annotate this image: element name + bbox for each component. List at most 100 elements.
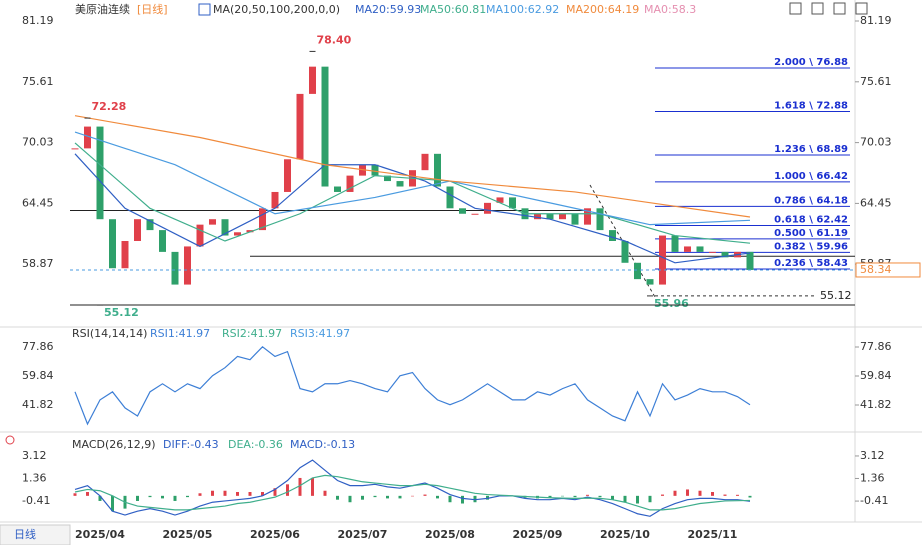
fib-label: 1.236 \ 68.89 [774, 144, 848, 155]
candle [209, 219, 216, 225]
candle [546, 213, 554, 220]
macd-bar [161, 495, 164, 499]
macd-bar [173, 495, 177, 501]
annotation: 55.12 [104, 306, 139, 319]
macd-bar [211, 490, 214, 496]
legend-entry: DEA:-0.36 [228, 438, 283, 451]
fib-label: 0.500 \ 61.19 [774, 228, 848, 239]
macd-bar [436, 495, 439, 499]
macd-bar [223, 490, 227, 496]
candle [371, 164, 379, 176]
candle [309, 66, 316, 94]
macd-bar [623, 495, 627, 503]
candle [459, 208, 466, 214]
macd-bar [386, 495, 389, 499]
candle [134, 219, 141, 241]
y-tick-label: 77.86 [22, 340, 54, 353]
macd-bar [361, 495, 364, 500]
candle [659, 235, 666, 285]
ma-line [74, 153, 751, 264]
x-tick-label: 2025/05 [163, 528, 213, 541]
annotation: 72.28 [92, 100, 127, 113]
y-tick-label: 77.86 [860, 340, 892, 353]
macd-bar [411, 495, 414, 497]
macd-bar [561, 495, 564, 497]
macd-bar [148, 495, 152, 498]
candle [584, 208, 591, 225]
indicator-icon[interactable] [5, 435, 15, 445]
candle [196, 224, 204, 247]
macd-bar [311, 477, 314, 496]
x-tick-label: 2025/09 [513, 528, 563, 541]
legend-entry: MACD:-0.13 [290, 438, 355, 451]
candle [321, 66, 329, 187]
low-label: 55.12 [820, 289, 852, 302]
y-tick-label: 58.87 [22, 257, 54, 270]
y-tick-label: 3.12 [22, 449, 47, 462]
fib-label: 2.000 \ 76.88 [774, 57, 848, 68]
annotation: 78.40 [317, 33, 352, 46]
macd-bar [298, 477, 302, 496]
candle [171, 251, 179, 285]
fib-label: 0.382 \ 59.96 [774, 241, 848, 252]
macd-line [74, 474, 751, 511]
macd-bar [73, 493, 77, 496]
candle [496, 197, 504, 203]
macd-bar [648, 495, 652, 503]
macd-bar [673, 490, 677, 496]
legend-entry: RSI2:41.97 [222, 327, 282, 340]
macd-title: MACD(26,12,9) [72, 438, 156, 451]
y-tick-label: 70.03 [22, 136, 54, 149]
macd-bar [698, 490, 702, 496]
macd-bar [348, 495, 352, 503]
macd-bar [98, 495, 102, 501]
fib-label: 0.618 \ 62.42 [774, 215, 848, 226]
settings-icon[interactable] [198, 3, 211, 16]
legend-entry: RSI3:41.97 [290, 327, 350, 340]
y-tick-label: 59.84 [22, 369, 54, 382]
macd-bar [473, 495, 477, 503]
y-tick-label: 1.36 [860, 471, 885, 484]
macd-bar [248, 492, 252, 496]
y-tick-label: 81.19 [22, 14, 54, 27]
y-tick-label: 1.36 [22, 471, 47, 484]
control-icon[interactable] [833, 2, 846, 15]
macd-bar [286, 484, 289, 496]
legend-entry: MA20:59.93 [355, 3, 421, 16]
rsi-title: RSI(14,14,14) [72, 327, 147, 340]
macd-bar [336, 495, 339, 500]
macd-bar [736, 494, 739, 496]
candle [596, 208, 604, 231]
legend-entry: MA0:58.3 [644, 3, 696, 16]
candle [246, 230, 254, 233]
macd-bar [573, 495, 577, 498]
x-tick-label: 2025/08 [425, 528, 475, 541]
period-button-label[interactable]: 日线 [14, 527, 36, 541]
macd-bar [636, 495, 639, 504]
candle [634, 262, 641, 280]
y-tick-label: 41.82 [860, 398, 892, 411]
control-icon[interactable] [789, 2, 802, 15]
candle [259, 208, 266, 231]
x-tick-label: 2025/04 [75, 528, 125, 541]
x-tick-label: 2025/06 [250, 528, 300, 541]
rsi-line [74, 345, 751, 426]
y-tick-label: 59.84 [860, 369, 892, 382]
macd-bar [586, 494, 589, 496]
candle [709, 251, 716, 253]
period-button[interactable] [0, 524, 71, 545]
candle [234, 232, 241, 236]
x-tick-label: 2025/10 [600, 528, 650, 541]
candle [296, 93, 304, 160]
y-tick-label: 70.03 [860, 136, 892, 149]
ma-params: MA(20,50,100,200,0,0) [213, 3, 340, 16]
candle [84, 126, 91, 149]
candle [571, 213, 579, 225]
control-icon[interactable] [855, 2, 868, 15]
macd-bar [273, 488, 277, 496]
control-icon[interactable] [811, 2, 824, 15]
candle [646, 279, 654, 285]
macd-bar [398, 495, 402, 499]
y-tick-label: 64.45 [22, 196, 54, 209]
candle [471, 213, 479, 215]
